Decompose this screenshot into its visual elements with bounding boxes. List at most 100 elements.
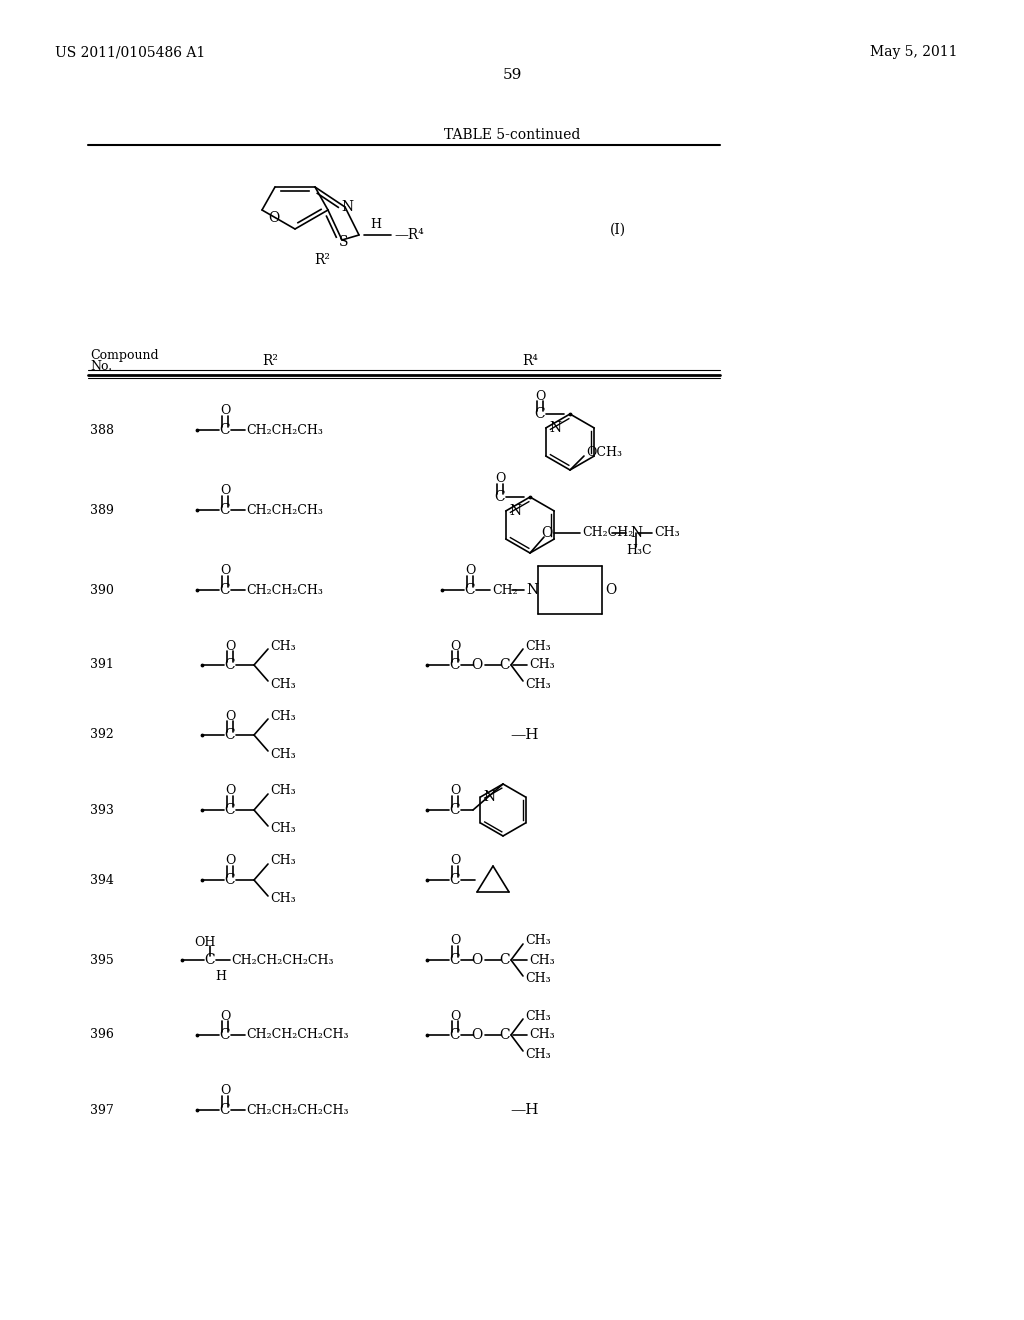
Text: Compound: Compound	[90, 348, 159, 362]
Text: May 5, 2011: May 5, 2011	[870, 45, 957, 59]
Text: C: C	[495, 490, 505, 504]
Text: O: O	[220, 1010, 230, 1023]
Text: C: C	[450, 657, 461, 672]
Text: CH₃: CH₃	[270, 784, 296, 797]
Text: O: O	[450, 784, 460, 797]
Text: CH₃: CH₃	[270, 747, 296, 760]
Text: O: O	[450, 854, 460, 867]
Text: C: C	[224, 803, 236, 817]
Text: No.: No.	[90, 360, 112, 374]
Text: H₃C: H₃C	[626, 544, 651, 557]
Text: O: O	[471, 1028, 482, 1041]
Text: (I): (I)	[610, 223, 626, 238]
Text: CH₂CH₂CH₃: CH₂CH₂CH₃	[246, 424, 323, 437]
Text: CH₃: CH₃	[525, 973, 551, 986]
Text: CH₂CH₂CH₃: CH₂CH₂CH₃	[246, 583, 323, 597]
Text: 388: 388	[90, 424, 114, 437]
Text: CH₃: CH₃	[270, 639, 296, 652]
Text: OH: OH	[194, 936, 215, 949]
Text: CH₃: CH₃	[270, 854, 296, 867]
Text: CH₃: CH₃	[654, 527, 680, 540]
Text: O: O	[220, 1085, 230, 1097]
Text: O: O	[220, 484, 230, 498]
Text: 390: 390	[90, 583, 114, 597]
Text: 392: 392	[90, 729, 114, 742]
Text: S: S	[339, 235, 349, 249]
Text: C: C	[224, 873, 236, 887]
Text: O: O	[220, 565, 230, 578]
Text: CH₃: CH₃	[525, 1010, 551, 1023]
Text: —H: —H	[510, 1104, 539, 1117]
Text: C: C	[450, 1028, 461, 1041]
Text: 397: 397	[90, 1104, 114, 1117]
Text: O: O	[495, 473, 505, 486]
Text: N: N	[341, 201, 353, 214]
Text: O: O	[450, 639, 460, 652]
Text: —R⁴: —R⁴	[394, 228, 424, 242]
Text: CH₂CH₂CH₂CH₃: CH₂CH₂CH₂CH₃	[246, 1028, 348, 1041]
Text: O: O	[450, 1010, 460, 1023]
Text: N: N	[526, 583, 539, 597]
Text: C: C	[500, 657, 510, 672]
Text: CH₃: CH₃	[529, 1028, 555, 1041]
Text: 395: 395	[90, 953, 114, 966]
Text: C: C	[224, 657, 236, 672]
Text: CH₃: CH₃	[270, 710, 296, 722]
Text: 393: 393	[90, 804, 114, 817]
Text: CH₃: CH₃	[270, 892, 296, 906]
Text: CH₂: CH₂	[492, 583, 517, 597]
Text: CH₂CH₂CH₃: CH₂CH₂CH₃	[246, 503, 323, 516]
Text: C: C	[500, 953, 510, 968]
Text: O: O	[225, 854, 236, 867]
Text: C: C	[220, 1028, 230, 1041]
Text: O: O	[605, 583, 616, 597]
Text: H: H	[371, 218, 382, 231]
Text: O: O	[450, 935, 460, 948]
Text: TABLE 5-continued: TABLE 5-continued	[443, 128, 581, 143]
Text: O: O	[471, 657, 482, 672]
Text: N: N	[630, 525, 642, 540]
Text: O: O	[465, 565, 475, 578]
Text: C: C	[450, 803, 461, 817]
Text: CH₃: CH₃	[270, 822, 296, 836]
Text: 59: 59	[503, 69, 521, 82]
Text: US 2011/0105486 A1: US 2011/0105486 A1	[55, 45, 205, 59]
Text: CH₃: CH₃	[525, 639, 551, 652]
Text: CH₂CH₂: CH₂CH₂	[582, 527, 633, 540]
Text: 391: 391	[90, 659, 114, 672]
Text: CH₂CH₂CH₂CH₃: CH₂CH₂CH₂CH₃	[246, 1104, 348, 1117]
Text: O: O	[471, 953, 482, 968]
Text: C: C	[220, 1104, 230, 1117]
Text: O: O	[542, 525, 553, 540]
Text: O: O	[225, 784, 236, 797]
Text: O: O	[225, 710, 236, 722]
Text: N: N	[483, 789, 496, 804]
Text: OCH₃: OCH₃	[586, 446, 622, 458]
Text: C: C	[220, 503, 230, 517]
Text: H: H	[215, 969, 226, 982]
Text: CH₂CH₂CH₂CH₃: CH₂CH₂CH₂CH₃	[231, 953, 334, 966]
Text: CH₃: CH₃	[525, 677, 551, 690]
Text: R²: R²	[314, 253, 330, 267]
Text: C: C	[535, 407, 546, 421]
Text: O: O	[268, 211, 280, 226]
Text: R⁴: R⁴	[522, 354, 538, 368]
Text: C: C	[450, 953, 461, 968]
Text: N: N	[510, 504, 522, 517]
Text: CH₃: CH₃	[529, 953, 555, 966]
Text: C: C	[500, 1028, 510, 1041]
Text: CH₃: CH₃	[525, 935, 551, 948]
Text: C: C	[224, 729, 236, 742]
Text: CH₃: CH₃	[529, 659, 555, 672]
Text: CH₃: CH₃	[270, 677, 296, 690]
Text: O: O	[225, 639, 236, 652]
Text: R²: R²	[262, 354, 278, 368]
Text: 389: 389	[90, 503, 114, 516]
Text: N: N	[550, 421, 562, 436]
Text: CH₃: CH₃	[525, 1048, 551, 1060]
Text: C: C	[205, 953, 215, 968]
Text: C: C	[220, 583, 230, 597]
Text: 394: 394	[90, 874, 114, 887]
Text: C: C	[465, 583, 475, 597]
Text: C: C	[220, 422, 230, 437]
